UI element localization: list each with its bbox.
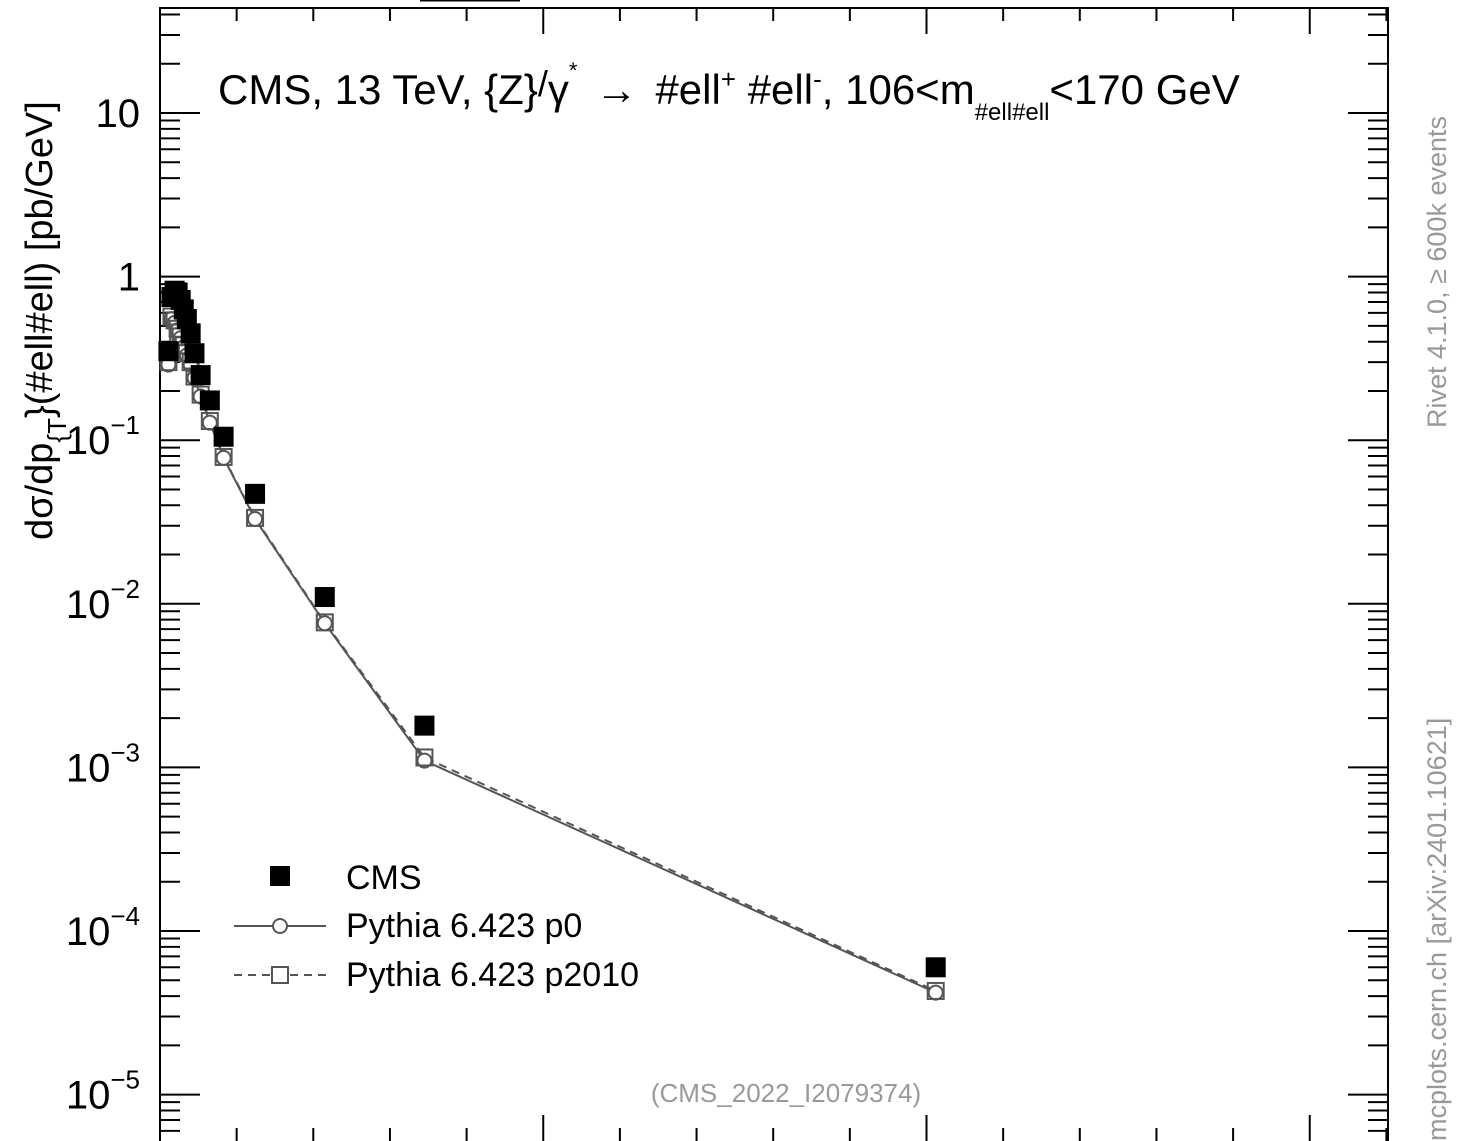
series-markers (158, 280, 946, 1001)
y-tick-label-exponent: −4 (110, 901, 140, 931)
legend-label-cms: CMS (346, 859, 422, 897)
y-tick-label-exponent: −3 (110, 737, 140, 767)
y-tick-label-exponent: −1 (110, 410, 140, 440)
cms-data-point (314, 587, 335, 608)
y-tick-label-exponent: −2 (110, 574, 140, 604)
y-tick-label-base: 10 (66, 910, 111, 954)
cms-data-point (213, 426, 234, 447)
pythia-p0-point (316, 615, 333, 632)
y-tick-label-base: 10 (66, 419, 111, 463)
legend-label-p2010: Pythia 6.423 p2010 (346, 956, 639, 994)
y-tick-label-exponent: −5 (110, 1065, 140, 1095)
cms-data-point (180, 323, 201, 344)
y-tick-label: 10−4 (66, 901, 140, 954)
cms-data-point (158, 341, 179, 362)
y-tick-label-base: 10 (66, 746, 111, 790)
x-axis-ticks (159, 8, 1388, 1141)
cms-data-point (414, 715, 435, 736)
y-tick-label: 10−3 (66, 737, 140, 790)
cms-data-point (245, 483, 266, 504)
y-tick-label: 10−1 (66, 410, 140, 463)
pythia-p0-point (247, 510, 264, 527)
y-axis-title: dσ/dp{T}(#ell#ell) [pb/GeV] (19, 101, 72, 540)
y-axis-ticks (160, 13, 1388, 1132)
cms-data-point (184, 343, 205, 364)
pythia-p2010-point (214, 447, 233, 466)
y-tick-label: 10 (96, 92, 141, 136)
cms-data-point (199, 390, 220, 411)
y-tick-label-base: 10 (66, 583, 111, 627)
legend-marker-cms (270, 866, 290, 886)
pythia-p2010-point (315, 613, 334, 632)
legend-marker-p2010 (271, 966, 289, 984)
y-tick-label-base: 10 (66, 1074, 111, 1118)
cms-data-point (190, 365, 211, 386)
pythia-p2010-point (926, 981, 945, 1000)
mcplots-source-label: mcplots.cern.ch [arXiv:2401.10621] (1422, 718, 1452, 1141)
pythia-p2010-point (415, 748, 434, 767)
cms-data-point (925, 957, 946, 978)
legend-label-p0: Pythia 6.423 p0 (346, 907, 582, 945)
pythia-p0-point (215, 449, 232, 466)
y-tick-label: 10−5 (66, 1065, 140, 1118)
rivet-version-label: Rivet 4.1.0, ≥ 600k events (1422, 116, 1452, 428)
analysis-id-annotation: (CMS_2022_I2079374) (651, 1078, 921, 1108)
legend-marker-p0 (272, 918, 288, 934)
chart-title: CMS, 13 TeV, {Z}/γ* → #ell+ #ell-, 106<m#e… (218, 58, 1240, 126)
y-tick-label: 1 (118, 256, 140, 300)
pythia-p0-point (927, 984, 944, 1001)
pythia-p2010-point (200, 412, 219, 431)
pythia-p2010-point (246, 508, 265, 527)
legend: CMS Pythia 6.423 p0 Pythia 6.423 p2010 (234, 859, 639, 994)
y-tick-label: 10−2 (66, 574, 140, 627)
